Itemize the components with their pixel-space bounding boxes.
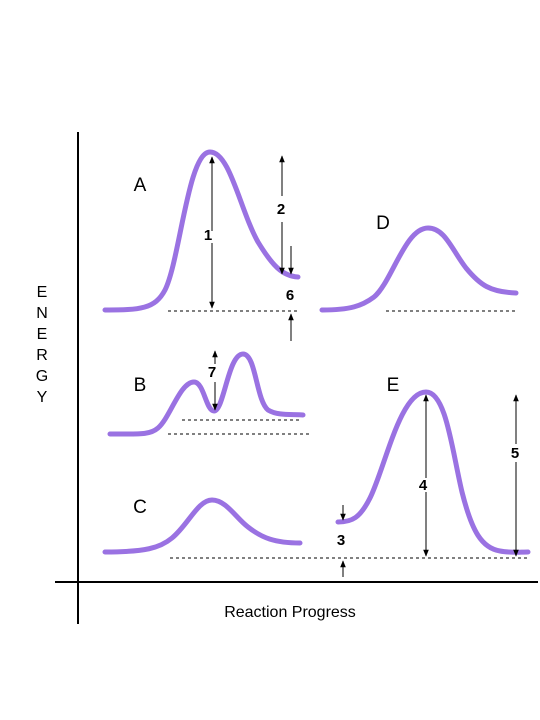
- marker-1: 1: [204, 227, 212, 244]
- curve-e: [335, 389, 531, 555]
- curve-d-label: D: [376, 213, 390, 234]
- x-axis-label: Reaction Progress: [224, 604, 356, 621]
- curve-d: [319, 225, 519, 313]
- y-axis-letter: G: [36, 368, 48, 385]
- curve-a-label: A: [134, 175, 147, 196]
- marker-5: 5: [511, 445, 519, 462]
- marker-4: 4: [419, 477, 428, 494]
- curve-b-label: B: [134, 375, 147, 396]
- y-axis-letter: E: [37, 284, 48, 301]
- y-axis-label: E N E R G Y: [36, 284, 48, 406]
- y-axis-letter: N: [36, 305, 48, 322]
- marker-2: 2: [277, 201, 285, 218]
- y-axis-letter: R: [36, 347, 48, 364]
- curve-e-label: E: [387, 375, 400, 396]
- curve-c: [102, 497, 303, 555]
- curve-a: [102, 149, 301, 313]
- y-axis-letter: E: [37, 326, 48, 343]
- curve-b: [107, 351, 306, 437]
- y-axis-letter: Y: [37, 389, 48, 406]
- curve-c-label: C: [133, 497, 147, 518]
- marker-3: 3: [337, 532, 345, 549]
- marker-7: 7: [208, 364, 216, 381]
- marker-6: 6: [286, 287, 294, 304]
